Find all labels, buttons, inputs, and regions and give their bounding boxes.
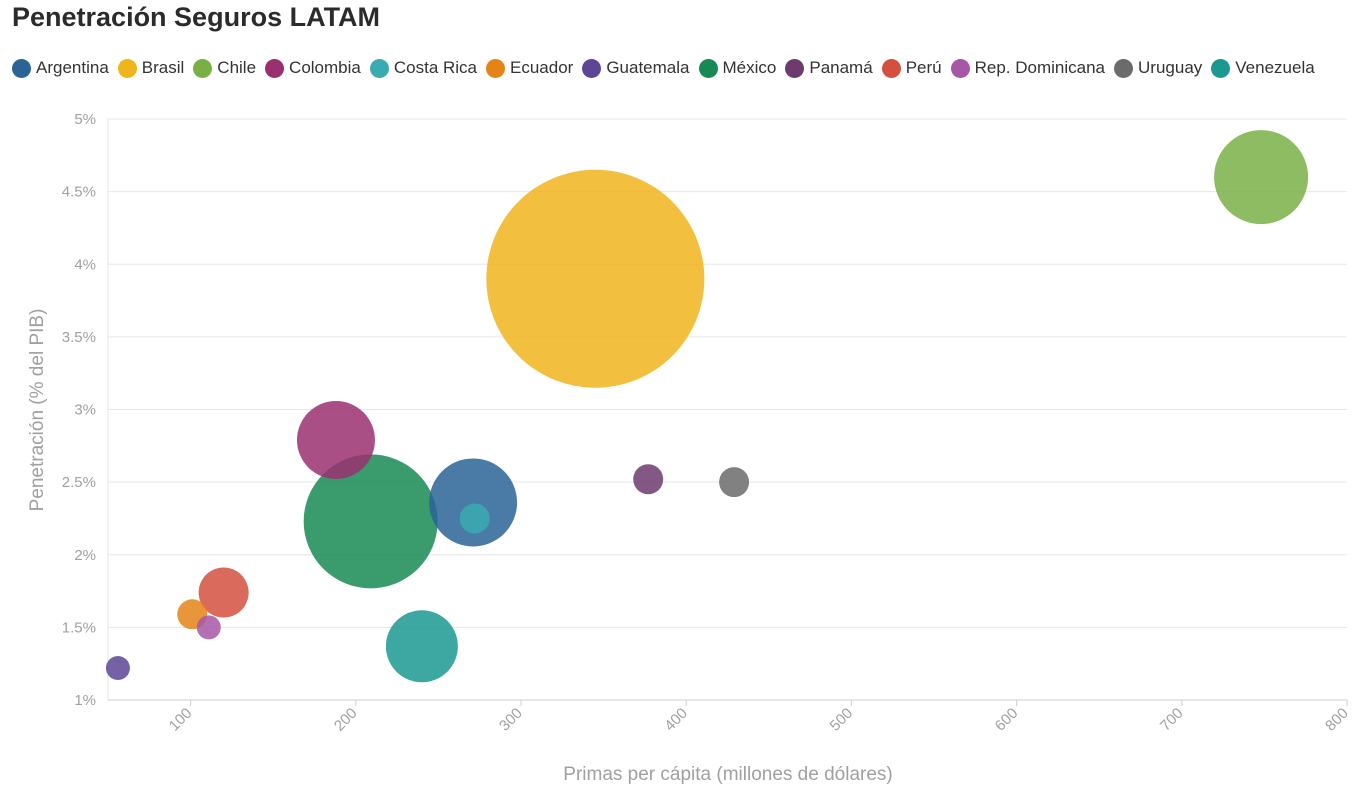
chart-title: Penetración Seguros LATAM <box>12 2 381 32</box>
bubble-guatemala[interactable] <box>105 656 130 681</box>
y-axis-label: Penetración (% del PIB) <box>27 309 48 512</box>
legend: Argentina Brasil Chile Colombia Costa Rica Ec… <box>12 58 1324 78</box>
x-tick-label: 500 <box>827 705 857 735</box>
x-tick-label: 800 <box>1322 705 1352 735</box>
legend-label: Argentina <box>36 58 109 77</box>
legend-item[interactable]: Brasil <box>117 58 185 78</box>
bubble-m-xico[interactable] <box>303 454 438 589</box>
legend-label: Colombia <box>289 58 361 77</box>
bubble-costa-rica[interactable] <box>459 503 490 534</box>
y-tick-label: 2.5% <box>62 474 96 491</box>
y-axis-ticks: 1% 1.5% 2% 2.5% 3% 3.5% 4% 4.5% 5% <box>62 111 96 709</box>
legend-item[interactable]: Colombia <box>265 58 361 78</box>
bubble-per-[interactable] <box>198 567 249 618</box>
legend-swatch <box>1114 58 1134 78</box>
legend-swatch <box>12 58 31 78</box>
legend-item[interactable]: Argentina <box>12 58 109 78</box>
y-tick-label: 4.5% <box>62 184 96 201</box>
legend-item[interactable]: Rep. Dominicana <box>950 58 1106 78</box>
x-tick-label: 300 <box>496 705 526 735</box>
x-tick-label: 400 <box>661 705 691 735</box>
x-tick-label: 600 <box>992 705 1022 735</box>
y-tick-label: 2% <box>74 547 96 564</box>
bubble-rep-dominicana[interactable] <box>196 615 221 640</box>
legend-swatch <box>265 58 285 78</box>
y-tick-label: 5% <box>74 111 96 128</box>
legend-label: Guatemala <box>606 58 690 77</box>
legend-swatch <box>486 58 505 78</box>
legend-swatch <box>117 58 137 78</box>
y-tick-label: 3.5% <box>62 329 96 346</box>
y-tick-label: 4% <box>74 256 96 273</box>
legend-swatch <box>369 58 389 78</box>
legend-label: Brasil <box>141 58 185 77</box>
legend-swatch <box>582 58 602 78</box>
legend-swatch <box>881 58 901 78</box>
legend-label: Costa Rica <box>393 58 477 77</box>
legend-item[interactable]: Chile <box>193 58 256 78</box>
legend-label: Venezuela <box>1235 58 1315 77</box>
legend-item[interactable]: Uruguay <box>1114 58 1202 78</box>
x-tick-label: 100 <box>166 705 196 735</box>
bubble-argentina[interactable] <box>429 458 518 547</box>
legend-item[interactable]: México <box>698 58 777 78</box>
legend-label: Chile <box>217 58 257 77</box>
legend-label: Rep. Dominicana <box>974 58 1106 77</box>
x-axis-ticks: 100 200 300 400 500 600 700 800 <box>166 700 1352 735</box>
bubble-chile[interactable] <box>1214 130 1309 225</box>
legend-label: Ecuador <box>510 58 574 77</box>
x-tick-label: 200 <box>331 705 361 735</box>
legend-item[interactable]: Guatemala <box>582 58 690 78</box>
bubble-venezuela[interactable] <box>385 610 458 683</box>
bubble-uruguay[interactable] <box>719 467 750 498</box>
bubbles <box>105 130 1309 683</box>
legend-item[interactable]: Perú <box>881 58 942 78</box>
bubble-brasil[interactable] <box>486 169 705 388</box>
legend-swatch <box>698 58 718 78</box>
legend-item[interactable]: Ecuador <box>486 58 573 78</box>
legend-label: México <box>722 58 777 77</box>
x-axis-label: Primas per cápita (millones de dólares) <box>563 764 892 785</box>
bubble-panam-[interactable] <box>633 464 664 495</box>
legend-swatch <box>785 58 805 78</box>
legend-label: Panamá <box>809 58 873 77</box>
legend-item[interactable]: Costa Rica <box>369 58 477 78</box>
legend-label: Uruguay <box>1138 58 1203 77</box>
y-tick-label: 3% <box>74 402 96 419</box>
legend-swatch <box>1211 58 1231 78</box>
legend-item[interactable]: Venezuela <box>1211 58 1315 78</box>
legend-item[interactable]: Panamá <box>785 58 873 78</box>
legend-swatch <box>193 58 213 78</box>
bubble-colombia[interactable] <box>296 401 375 480</box>
y-tick-label: 1.5% <box>62 619 96 636</box>
legend-swatch <box>950 58 970 78</box>
legend-label: Perú <box>905 58 942 77</box>
gridlines <box>107 118 1347 701</box>
x-tick-label: 700 <box>1157 705 1187 735</box>
y-tick-label: 1% <box>74 692 96 709</box>
